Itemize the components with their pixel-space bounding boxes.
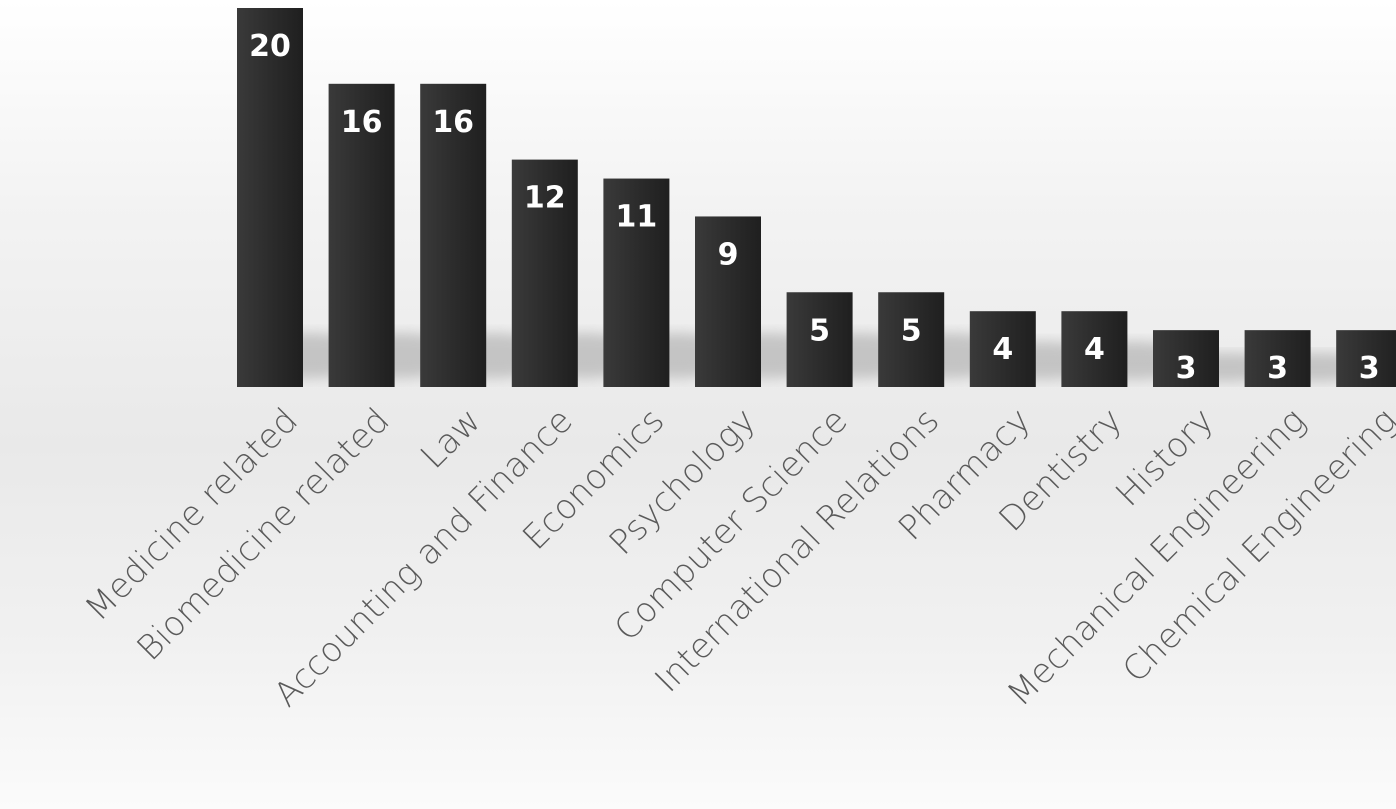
- value-labels: 20 16 16 12 11 9 5 5 4 4 3 3 3: [249, 29, 1380, 386]
- value-label: 20: [249, 29, 291, 64]
- bar-history: [1153, 330, 1219, 387]
- bar-economics: [603, 178, 670, 387]
- value-label: 5: [901, 313, 922, 348]
- bar-accounting-and-finance: [511, 159, 578, 387]
- bar-law: [420, 83, 487, 388]
- bar-computer-science: [786, 292, 853, 387]
- value-label: 3: [1176, 351, 1197, 386]
- value-label: 12: [524, 181, 566, 216]
- bar-international-relations: [878, 292, 945, 387]
- bar-chemical-engineering: [1336, 330, 1396, 387]
- bar-dentistry: [1061, 311, 1128, 387]
- value-label: 3: [1359, 351, 1380, 386]
- value-label: 11: [616, 200, 658, 235]
- value-label: 16: [432, 105, 474, 140]
- value-label: 9: [718, 237, 739, 272]
- bar-mechanical-engineering: [1244, 330, 1311, 387]
- bar-psychology: [695, 216, 761, 387]
- value-label: 4: [992, 332, 1013, 367]
- value-label: 3: [1267, 351, 1288, 386]
- bars: [237, 8, 1396, 388]
- bar-pharmacy: [969, 311, 1036, 387]
- bar-medicine-related: [237, 8, 303, 387]
- category-label-law: Law: [413, 401, 489, 477]
- value-label: 4: [1084, 332, 1105, 367]
- bar-biomedicine-related: [328, 83, 395, 388]
- value-label: 16: [341, 105, 383, 140]
- value-label: 5: [809, 313, 830, 348]
